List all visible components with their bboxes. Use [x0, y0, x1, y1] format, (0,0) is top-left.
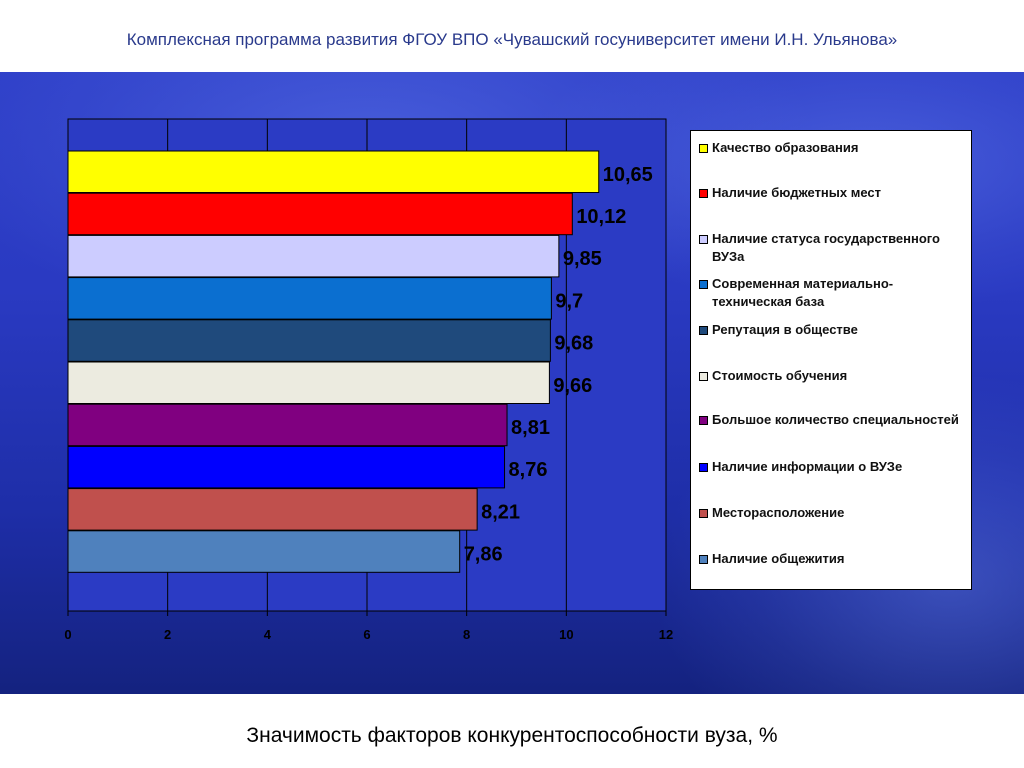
data-label: 8,21 [481, 501, 520, 523]
legend-label: Наличие статуса государственного ВУЗа [712, 231, 940, 264]
x-tick-label: 0 [64, 627, 71, 642]
bar [67, 192, 573, 236]
legend-label: Современная материально-техническая база [712, 276, 894, 309]
x-tick-label: 6 [363, 627, 370, 642]
data-label: 9,66 [553, 375, 592, 397]
bar [67, 403, 508, 447]
legend-entry: Наличие статуса государственного ВУЗа [699, 230, 965, 266]
x-tick-label: 8 [463, 627, 470, 642]
x-tick-label: 2 [164, 627, 171, 642]
legend-entry: Наличие информации о ВУЗе [699, 458, 965, 476]
bar [67, 277, 552, 320]
legend-swatch [699, 555, 708, 564]
x-tick-label: 10 [559, 627, 573, 642]
legend-swatch [699, 509, 708, 518]
legend-entry: Большое количество специальностей [699, 411, 965, 429]
legend-entry: Наличие бюджетных мест [699, 184, 965, 202]
legend-swatch [699, 144, 708, 153]
legend-label: Качество образования [712, 140, 859, 155]
data-label: 10,65 [603, 164, 653, 186]
bar [67, 488, 478, 531]
legend-entry: Наличие общежития [699, 550, 965, 568]
legend-label: Наличие бюджетных мест [712, 185, 881, 200]
x-tick-label: 12 [659, 627, 673, 642]
data-label: 9,7 [555, 290, 583, 312]
legend-swatch [699, 416, 708, 425]
bar-chart: 0 2 4 6 8 10 12 10,65 10,12 9,85 9,7 9,68 9,668,81 8,… [64, 118, 673, 642]
chart-subtitle: Значимость факторов конкурентоспособност… [246, 724, 778, 747]
bar [67, 361, 550, 404]
data-label: 9,68 [554, 333, 593, 355]
legend-entry: Репутация в обществе [699, 321, 965, 339]
bar [67, 445, 506, 489]
legend-swatch [699, 235, 708, 244]
data-label: 10,12 [576, 206, 626, 228]
legend-swatch [699, 372, 708, 381]
legend-entry: Качество образования [699, 139, 965, 157]
legend-label: Стоимость обучения [712, 368, 848, 383]
x-tick-label: 4 [264, 627, 272, 642]
legend-swatch [699, 280, 708, 289]
legend-swatch [699, 189, 708, 198]
data-label: 8,81 [511, 417, 550, 439]
bar [67, 234, 560, 278]
header-title: Комплексная программа развития ФГОУ ВПО … [126, 30, 898, 49]
legend-label: Наличие информации о ВУЗе [712, 459, 903, 474]
bar [67, 319, 551, 362]
legend-entry: Стоимость обучения [699, 367, 965, 385]
legend-entry: Месторасположение [699, 504, 965, 522]
slide-background: 0 2 4 6 8 10 12 10,65 10,12 9,85 9,7 9,68 9,66 8,81 8,… [0, 72, 1024, 694]
legend-swatch [699, 326, 708, 335]
legend-label: Месторасположение [712, 505, 845, 520]
bar [67, 150, 600, 193]
legend-entry: Современная материально-техническая база [699, 275, 965, 311]
legend-label: Репутация в обществе [712, 322, 858, 337]
chart-legend: Качество образования Наличие бюджетных ме… [690, 130, 972, 590]
data-label: 8,76 [509, 459, 548, 481]
legend-label: Наличие общежития [712, 551, 845, 566]
legend-swatch [699, 463, 708, 472]
data-label: 7,86 [464, 544, 503, 566]
bar [67, 530, 461, 573]
legend-label: Большое количество специальностей [712, 412, 959, 427]
data-label: 9,85 [563, 248, 602, 270]
